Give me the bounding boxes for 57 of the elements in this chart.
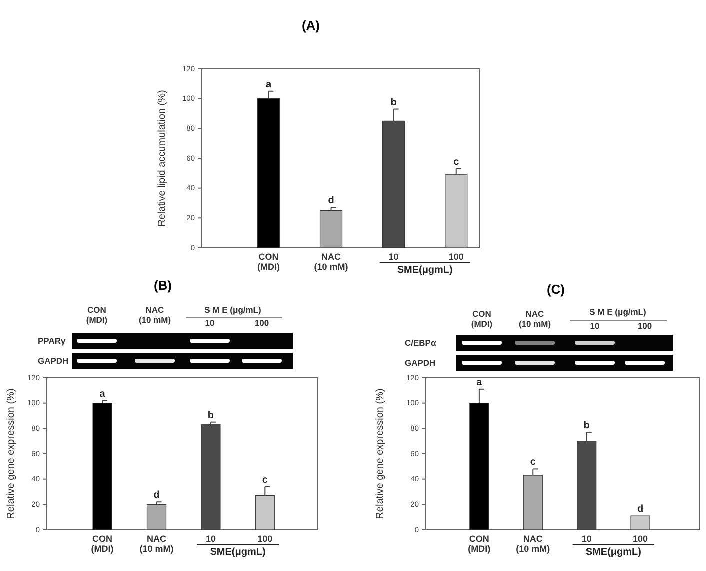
x-tick-label: NAC (10 mM) [516, 534, 550, 554]
text: PPARγ [38, 336, 66, 346]
text: S M E (μg/mL) [590, 307, 647, 317]
annotation: a [476, 377, 483, 388]
annotation: b [584, 420, 590, 432]
annotation: c [454, 156, 460, 168]
annotation: b [208, 410, 214, 422]
text: 10 [205, 318, 215, 328]
x-tick-label: 100 [633, 534, 648, 544]
chart-title: (B) [154, 278, 172, 293]
bar [201, 424, 221, 530]
bar [255, 496, 275, 530]
text: NAC (10 mM) [518, 309, 552, 329]
bar [470, 403, 490, 530]
annotation: a [100, 388, 106, 400]
text: 100 [254, 318, 270, 328]
text: 10 [590, 321, 600, 331]
text: GAPDH [38, 356, 69, 366]
x-tick-label: 10 [206, 534, 216, 544]
bar [257, 98, 280, 248]
y-axis-title: Relative gene expression (%) [6, 388, 17, 520]
text: NAC (10 mM) [138, 305, 172, 325]
bar [523, 475, 543, 530]
y-axis-title: Relative gene expression (%) [375, 388, 386, 520]
text: CON (MDI) [86, 305, 108, 325]
annotation: a [266, 79, 272, 90]
text: SME(μgmL) [397, 265, 453, 276]
bar [445, 174, 468, 248]
chart-title: (A) [302, 18, 320, 33]
text: SME(μgmL) [210, 547, 266, 558]
x-tick-label: 100 [448, 252, 464, 262]
annotation: c [262, 474, 268, 486]
text: SME(μgmL) [586, 547, 642, 558]
x-tick-label: CON (MDI) [91, 534, 114, 554]
bar [630, 516, 650, 530]
annotation: d [328, 196, 334, 207]
text: GAPDH [405, 358, 436, 368]
text: S M E (μg/mL) [204, 305, 262, 315]
x-tick-label: NAC (10 mM) [314, 252, 348, 272]
bar [320, 210, 343, 248]
annotation: d [154, 490, 160, 502]
x-tick-label: 10 [388, 252, 399, 262]
bar [92, 403, 112, 530]
x-tick-label: 100 [258, 534, 273, 544]
text: CON (MDI) [471, 309, 493, 329]
x-tick-label: 10 [582, 534, 592, 544]
annotation: b [390, 97, 397, 108]
bar [146, 504, 167, 530]
y-axis-title: Relative lipid accumulation (%) [157, 90, 168, 227]
x-tick-label: CON (MDI) [257, 252, 280, 272]
x-tick-label: NAC (10 mM) [140, 534, 174, 554]
text: 100 [638, 321, 652, 331]
annotation: d [637, 504, 644, 516]
text: C/EBPα [405, 338, 437, 348]
annotation: c [530, 457, 536, 468]
x-tick-label: CON (MDI) [468, 534, 491, 554]
chart-title: (C) [546, 282, 566, 297]
